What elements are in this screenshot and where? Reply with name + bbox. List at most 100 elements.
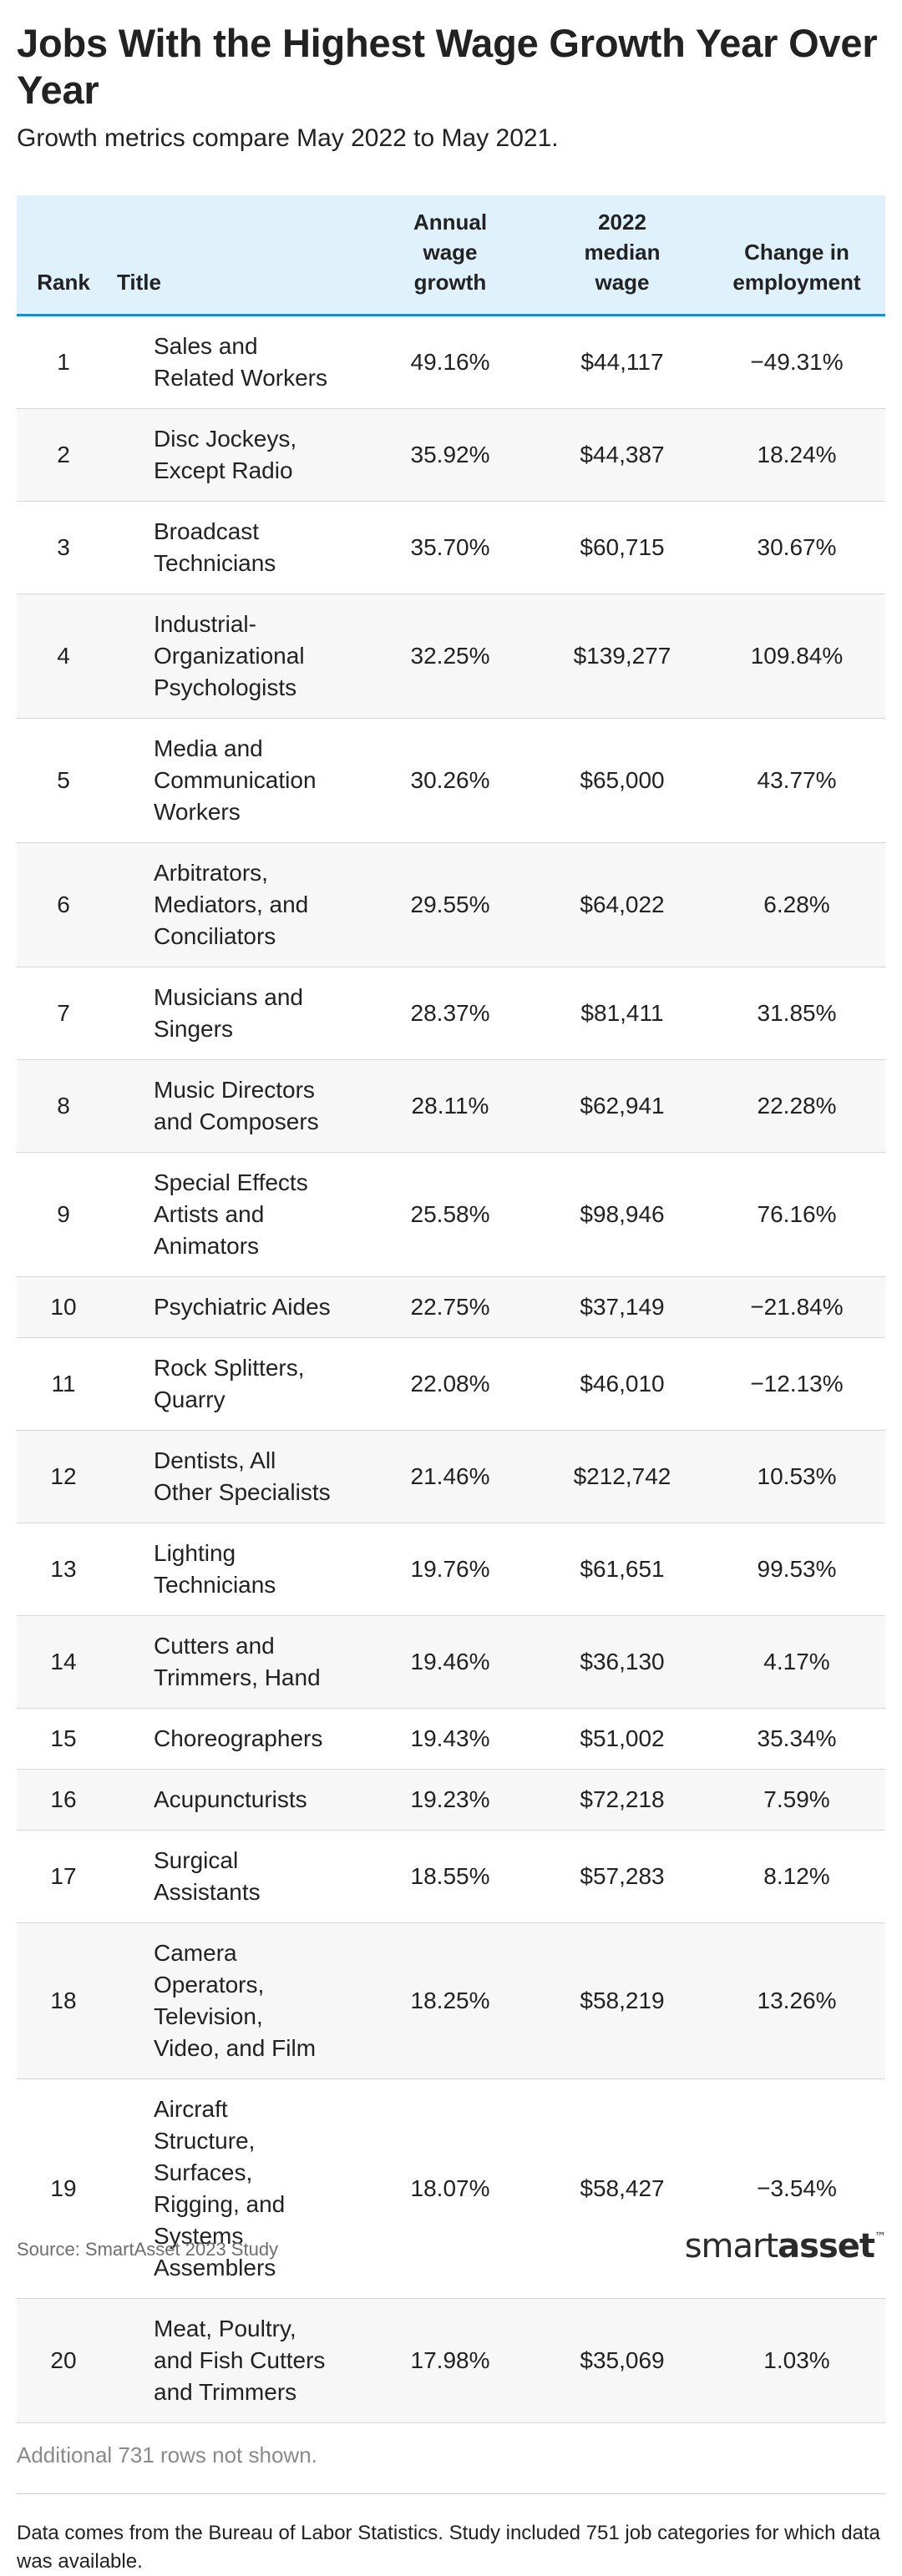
chart-title: Jobs With the Highest Wage Growth Year O… [17, 21, 878, 112]
cell-rank: 2 [17, 408, 110, 502]
cell-annual-wage-growth: 35.70% [364, 501, 536, 594]
divider [17, 2493, 885, 2494]
cell-title: Broadcast Technicians [110, 501, 364, 594]
cell-change-in-employment: −21.84% [708, 1276, 885, 1338]
cell-rank: 14 [17, 1615, 110, 1709]
cell-annual-wage-growth: 32.25% [364, 593, 536, 719]
footnote: Data comes from the Bureau of Labor Stat… [17, 2522, 880, 2573]
cell-annual-wage-growth: 21.46% [364, 1430, 536, 1523]
table-row: 2 Disc Jockeys, Except Radio 35.92% $44,387… [17, 408, 885, 502]
cell-annual-wage-growth: 22.75% [364, 1276, 536, 1338]
cell-rank: 6 [17, 842, 110, 967]
cell-change-in-employment: −49.31% [708, 315, 885, 409]
cell-median-wage: $51,002 [536, 1708, 708, 1770]
cell-title: Acupuncturists [110, 1769, 364, 1831]
cell-change-in-employment: 1.03% [708, 2298, 885, 2423]
cell-rank: 15 [17, 1708, 110, 1770]
logo-part-asset: asset [778, 2227, 875, 2265]
cell-rank: 3 [17, 501, 110, 594]
table-row: 19 Aircraft Structure, Surfaces, Rigging,… [17, 2078, 885, 2299]
cell-median-wage: $58,427 [536, 2078, 708, 2299]
cell-annual-wage-growth: 28.11% [364, 1059, 536, 1153]
wage-growth-table: Rank Title Annual wage growth 2022 median wa… [17, 195, 885, 2423]
cell-change-in-employment: 99.53% [708, 1523, 885, 1616]
table-row: 9 Special Effects Artists and Animators 25… [17, 1152, 885, 1277]
cell-rank: 7 [17, 967, 110, 1060]
cell-rank: 17 [17, 1830, 110, 1923]
cell-title: Sales and Related Workers [110, 315, 364, 409]
cell-median-wage: $36,130 [536, 1615, 708, 1709]
table-row: 1 Sales and Related Workers 49.16% $44,117−… [17, 315, 885, 409]
cell-title: Special Effects Artists and Animators [110, 1152, 364, 1277]
cell-median-wage: $58,219 [536, 1922, 708, 2079]
cell-rank: 10 [17, 1276, 110, 1338]
cell-median-wage: $72,218 [536, 1769, 708, 1831]
cell-rank: 18 [17, 1922, 110, 2079]
table-row: 10 Psychiatric Aides 22.75% $37,149 −21.84% [17, 1276, 885, 1338]
table-row: 3 Broadcast Technicians 35.70% $60,715 30.67… [17, 501, 885, 594]
cell-annual-wage-growth: 18.07% [364, 2078, 536, 2299]
table-row: 5 Media and Communication Workers 30.26% $6… [17, 718, 885, 843]
cell-rank: 11 [17, 1337, 110, 1431]
table-row: 15 Choreographers 19.43% $51,002 35.34% [17, 1708, 885, 1770]
cell-rank: 5 [17, 718, 110, 843]
cell-annual-wage-growth: 19.23% [364, 1769, 536, 1831]
cell-title: Rock Splitters, Quarry [110, 1337, 364, 1431]
cell-change-in-employment: 18.24% [708, 408, 885, 502]
cell-median-wage: $61,651 [536, 1523, 708, 1616]
cell-annual-wage-growth: 19.76% [364, 1523, 536, 1616]
cell-title: Industrial-Organizational Psychologists [110, 593, 364, 719]
column-header-median-wage: 2022 median wage [536, 195, 708, 316]
source-text: Source: SmartAsset 2023 Study [17, 2239, 279, 2260]
table-row: 12 Dentists, All Other Specialists 21.46% $… [17, 1430, 885, 1523]
cell-title: Musicians and Singers [110, 967, 364, 1060]
cell-median-wage: $139,277 [536, 593, 708, 719]
cell-median-wage: $57,283 [536, 1830, 708, 1923]
cell-title: Disc Jockeys, Except Radio [110, 408, 364, 502]
cell-annual-wage-growth: 22.08% [364, 1337, 536, 1431]
cell-rank: 13 [17, 1523, 110, 1616]
cell-title: Dentists, All Other Specialists [110, 1430, 364, 1523]
cell-change-in-employment: 22.28% [708, 1059, 885, 1153]
cell-change-in-employment: 30.67% [708, 501, 885, 594]
cell-change-in-employment: 10.53% [708, 1430, 885, 1523]
cell-median-wage: $62,941 [536, 1059, 708, 1153]
cell-title: Cutters and Trimmers, Hand [110, 1615, 364, 1709]
table-row: 4 Industrial-Organizational Psychologists… [17, 593, 885, 719]
column-header-annual-wage-growth: Annual wage growth [364, 195, 536, 316]
cell-rank: 19 [17, 2078, 110, 2299]
cell-annual-wage-growth: 25.58% [364, 1152, 536, 1277]
cell-change-in-employment: 31.85% [708, 967, 885, 1060]
cell-median-wage: $46,010 [536, 1337, 708, 1431]
cell-median-wage: $60,715 [536, 501, 708, 594]
cell-title: Meat, Poultry, and Fish Cutters and Trim… [110, 2298, 364, 2423]
cell-rank: 4 [17, 593, 110, 719]
cell-title: Arbitrators, Mediators, and Conciliators [110, 842, 364, 967]
cell-rank: 1 [17, 315, 110, 409]
cell-annual-wage-growth: 28.37% [364, 967, 536, 1060]
cell-median-wage: $64,022 [536, 842, 708, 967]
cell-title: Media and Communication Workers [110, 718, 364, 843]
column-header-change-in-employment: Change in employment [708, 195, 885, 316]
cell-change-in-employment: −3.54% [708, 2078, 885, 2299]
cell-title: Psychiatric Aides [110, 1276, 364, 1338]
cell-median-wage: $44,117 [536, 315, 708, 409]
table-row: 17 Surgical Assistants 18.55% $57,283 8.12% [17, 1830, 885, 1923]
logo-part-smart: smart [684, 2227, 778, 2265]
smartasset-logo: smartasset™ [684, 2227, 886, 2265]
cell-rank: 8 [17, 1059, 110, 1153]
cell-title: Surgical Assistants [110, 1830, 364, 1923]
cell-change-in-employment: 109.84% [708, 593, 885, 719]
cell-annual-wage-growth: 49.16% [364, 315, 536, 409]
table-row: 11 Rock Splitters, Quarry 22.08% $46,010 −12… [17, 1337, 885, 1431]
cell-change-in-employment: 7.59% [708, 1769, 885, 1831]
cell-change-in-employment: 6.28% [708, 842, 885, 967]
cell-title: Choreographers [110, 1708, 364, 1770]
cell-median-wage: $98,946 [536, 1152, 708, 1277]
cell-change-in-employment: 35.34% [708, 1708, 885, 1770]
chart-subtitle: Growth metrics compare May 2022 to May 2… [17, 124, 559, 152]
column-header-rank: Rank [17, 195, 110, 316]
cell-rank: 9 [17, 1152, 110, 1277]
cell-title: Camera Operators, Television, Video, and… [110, 1922, 364, 2079]
infographic: Jobs With the Highest Wage Growth Year O… [17, 21, 886, 2573]
